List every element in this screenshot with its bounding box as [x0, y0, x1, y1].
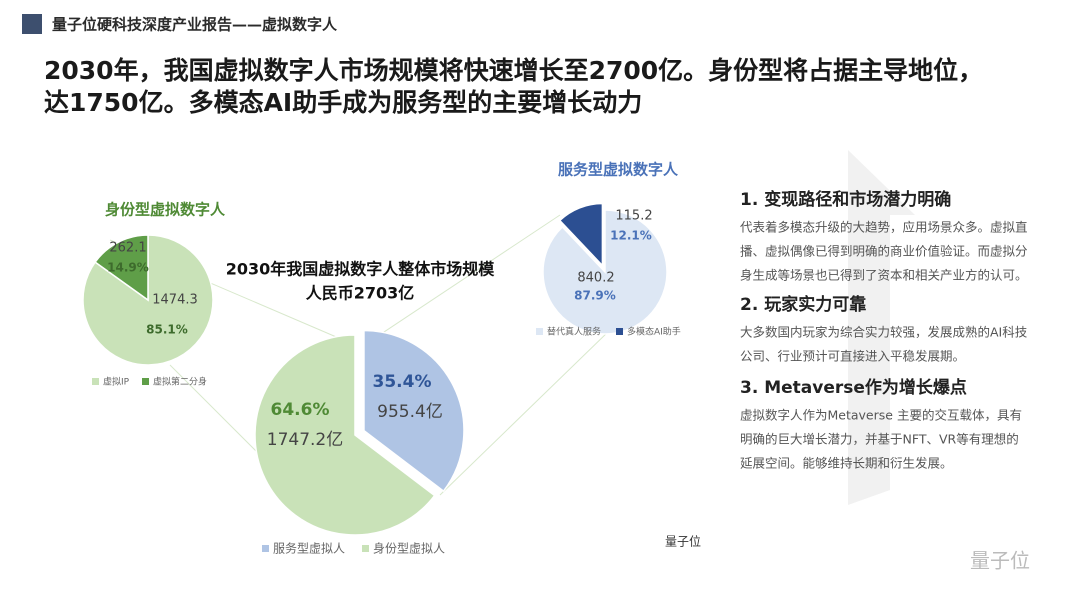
section-body: 大多数国内玩家为综合实力较强，发展成熟的AI科技: [740, 325, 1028, 340]
value-label: 262.1: [109, 241, 146, 256]
chart-title: 2030年我国虚拟数字人整体市场规模: [226, 260, 496, 279]
legend-swatch: [616, 328, 623, 335]
share-label: 14.9%: [107, 261, 149, 275]
share-label: 87.9%: [574, 289, 616, 303]
pie-slice: [82, 234, 214, 366]
section-body: 播、虚拟偶像已得到明确的商业价值验证。而虚拟分: [740, 244, 1028, 259]
legend-label: 身份型虚拟人: [373, 541, 445, 556]
headline: 2030年，我国虚拟数字人市场规模将快速增长至2700亿。身份型将占据主导地位，: [44, 56, 983, 85]
section-body: 身生成等场景也已得到了资本和相关产业方的认可。: [740, 268, 1028, 283]
pie-slice: [558, 202, 604, 268]
chart-title: 身份型虚拟数字人: [105, 201, 226, 219]
legend-swatch: [262, 545, 269, 552]
legend-swatch: [536, 328, 543, 335]
pie-slice: [542, 209, 668, 335]
legend-label: 服务型虚拟人: [273, 541, 345, 556]
value-label: 840.2: [577, 271, 614, 286]
value-label: 1474.3: [152, 293, 198, 308]
section-title: 2. 玩家实力可靠: [740, 294, 866, 315]
section-body: 延展空间。能够维持长期和衍生发展。: [740, 456, 953, 471]
header-icon: [22, 14, 42, 34]
chart-title: 人民币2703亿: [306, 284, 415, 303]
legend-label: 虚拟第二分身: [153, 376, 207, 388]
value-label: 1747.2亿: [267, 430, 343, 450]
value-label: 955.4亿: [377, 402, 443, 422]
share-label: 35.4%: [373, 372, 432, 392]
pie-slice: [254, 334, 436, 536]
value-label: 115.2: [615, 209, 652, 224]
arrow-decoration: [848, 150, 915, 505]
legend-label: 多模态AI助手: [627, 326, 681, 338]
legend-swatch: [362, 545, 369, 552]
legend-label: 虚拟IP: [103, 376, 130, 388]
share-label: 12.1%: [610, 229, 652, 243]
section-body: 明确的巨大增长潜力，并基于NFT、VR等有理想的: [740, 432, 1019, 447]
chart-title: 服务型虚拟数字人: [558, 161, 679, 179]
section-title: 1. 变现路径和市场潜力明确: [740, 189, 951, 210]
pie-slice: [94, 234, 149, 302]
section-body: 虚拟数字人作为Metaverse 主要的交互载体，具有: [740, 408, 1022, 423]
share-label: 64.6%: [271, 400, 330, 420]
section-title: 3. Metaverse作为增长爆点: [740, 377, 967, 398]
headline: 达1750亿。多模态AI助手成为服务型的主要增长动力: [44, 88, 642, 117]
share-label: 85.1%: [146, 323, 188, 337]
section-body: 代表着多模态升级的大趋势，应用场景众多。虚拟直: [740, 220, 1028, 235]
legend-swatch: [92, 378, 99, 385]
watermark: 量子位: [970, 549, 1030, 573]
legend-swatch: [142, 378, 149, 385]
header-title: 量子位硬科技深度产业报告——虚拟数字人: [52, 16, 338, 34]
legend-label: 替代真人服务: [547, 326, 601, 338]
section-body: 公司、行业预计可直接进入平稳发展期。: [740, 349, 965, 364]
pie-slice: [363, 329, 465, 493]
source: 量子位: [665, 534, 701, 549]
